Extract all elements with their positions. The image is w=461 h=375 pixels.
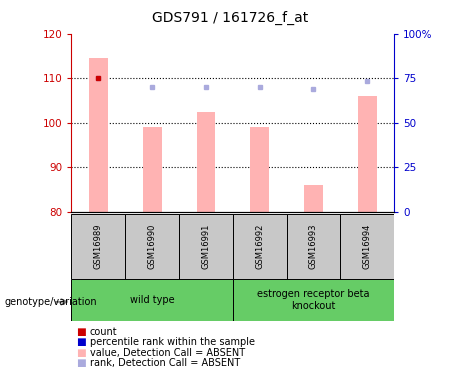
Bar — [71, 279, 233, 321]
Bar — [287, 214, 340, 279]
Text: wild type: wild type — [130, 295, 174, 305]
Text: count: count — [90, 327, 118, 337]
Text: rank, Detection Call = ABSENT: rank, Detection Call = ABSENT — [90, 358, 240, 368]
Bar — [89, 58, 108, 212]
Text: ■: ■ — [76, 348, 86, 358]
Text: GDS791 / 161726_f_at: GDS791 / 161726_f_at — [153, 11, 308, 26]
Bar — [233, 279, 394, 321]
Text: GSM16993: GSM16993 — [309, 224, 318, 269]
Bar — [125, 214, 179, 279]
Text: genotype/variation: genotype/variation — [5, 297, 97, 307]
Bar — [196, 112, 215, 212]
Text: ■: ■ — [76, 358, 86, 368]
Bar — [358, 96, 377, 212]
Bar — [179, 214, 233, 279]
Text: estrogen receptor beta
knockout: estrogen receptor beta knockout — [257, 289, 370, 311]
Bar — [233, 214, 287, 279]
Bar — [71, 214, 125, 279]
Text: GSM16992: GSM16992 — [255, 224, 264, 269]
Text: GSM16991: GSM16991 — [201, 224, 210, 269]
Text: GSM16990: GSM16990 — [148, 224, 157, 269]
Text: ■: ■ — [76, 338, 86, 347]
Bar — [250, 127, 269, 212]
Text: GSM16989: GSM16989 — [94, 224, 103, 269]
Text: value, Detection Call = ABSENT: value, Detection Call = ABSENT — [90, 348, 245, 358]
Text: GSM16994: GSM16994 — [363, 224, 372, 269]
Bar — [340, 214, 394, 279]
Text: ■: ■ — [76, 327, 86, 337]
Bar — [304, 185, 323, 212]
Bar — [143, 127, 161, 212]
Text: percentile rank within the sample: percentile rank within the sample — [90, 338, 255, 347]
